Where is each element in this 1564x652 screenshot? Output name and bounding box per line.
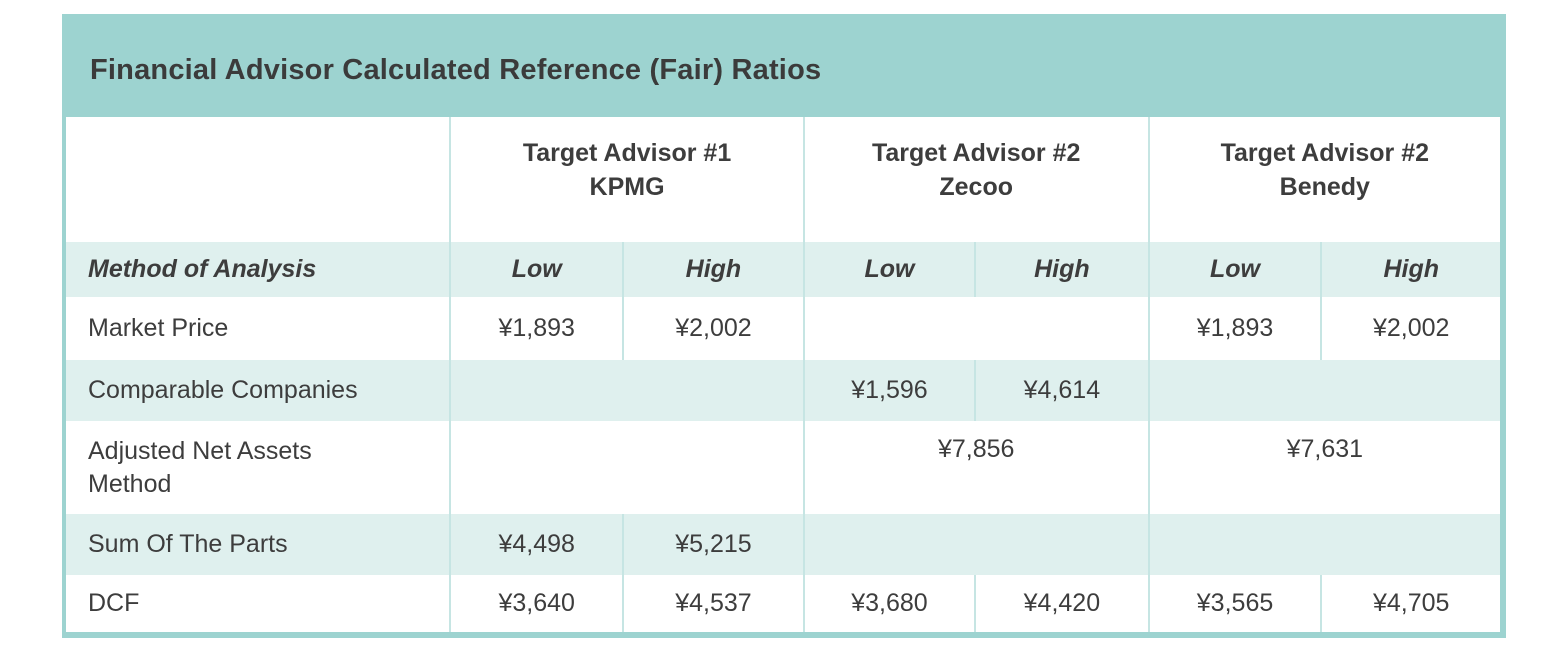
market-price-benedy-low: ¥1,893	[1148, 297, 1323, 360]
zecoo-low-header: Low	[803, 242, 977, 297]
dcf-kpmg-low: ¥3,640	[450, 575, 625, 632]
group-header-kpmg-line2: KPMG	[589, 172, 665, 201]
group-header-zecoo-line2: Zecoo	[939, 172, 1013, 201]
market-price-zecoo-empty	[803, 297, 1150, 360]
dcf-zecoo-high: ¥4,420	[975, 575, 1150, 632]
group-header-empty-cell	[66, 117, 452, 242]
table-row-comparable-companies: Comparable Companies ¥1,596 ¥4,614	[66, 360, 1500, 421]
sum-of-the-parts-kpmg-low: ¥4,498	[450, 514, 625, 575]
group-header-benedy: Target Advisor #2 Benedy	[1148, 117, 1500, 242]
dcf-benedy-low: ¥3,565	[1148, 575, 1323, 632]
group-header-kpmg: Target Advisor #1 KPMG	[450, 117, 805, 242]
comparable-companies-zecoo-high: ¥4,614	[975, 360, 1150, 421]
benedy-high-header: High	[1321, 242, 1500, 297]
row-label-market-price: Market Price	[66, 297, 452, 360]
method-of-analysis-header: Method of Analysis	[66, 242, 452, 297]
row-label-dcf: DCF	[66, 575, 452, 632]
fair-ratios-table: Target Advisor #1 KPMG Target Advisor #2…	[66, 117, 1500, 632]
table-title-band: Financial Advisor Calculated Reference (…	[66, 14, 1500, 117]
market-price-benedy-high: ¥2,002	[1321, 297, 1500, 360]
adjusted-net-assets-zecoo-value: ¥7,856	[803, 421, 1150, 514]
market-price-kpmg-low: ¥1,893	[450, 297, 625, 360]
comparable-companies-kpmg-empty	[450, 360, 805, 421]
row-label-adjusted-net-assets: Adjusted Net Assets Method	[66, 421, 452, 514]
benedy-low-header: Low	[1148, 242, 1323, 297]
dcf-kpmg-high: ¥4,537	[623, 575, 805, 632]
sum-of-the-parts-kpmg-high: ¥5,215	[623, 514, 805, 575]
group-header-zecoo: Target Advisor #2 Zecoo	[803, 117, 1150, 242]
group-header-zecoo-line1: Target Advisor #2	[871, 139, 1081, 167]
comparable-companies-zecoo-low: ¥1,596	[803, 360, 977, 421]
comparable-companies-benedy-empty	[1148, 360, 1500, 421]
group-header-benedy-line1: Target Advisor #2	[1220, 139, 1430, 167]
table-row-sum-of-the-parts: Sum Of The Parts ¥4,498 ¥5,215	[66, 514, 1500, 575]
low-high-subheader-row: Method of Analysis Low High Low High Low…	[66, 242, 1500, 297]
table-title: Financial Advisor Calculated Reference (…	[90, 54, 822, 86]
kpmg-high-header: High	[623, 242, 805, 297]
market-price-kpmg-high: ¥2,002	[623, 297, 805, 360]
row-label-comparable-companies: Comparable Companies	[66, 360, 452, 421]
zecoo-high-header: High	[975, 242, 1150, 297]
table-row-market-price: Market Price ¥1,893 ¥2,002 ¥1,893 ¥2,002	[66, 297, 1500, 360]
kpmg-low-header: Low	[450, 242, 625, 297]
group-header-benedy-line2: Benedy	[1279, 172, 1370, 201]
adjusted-net-assets-benedy-value: ¥7,631	[1148, 421, 1500, 514]
table-row-adjusted-net-assets: Adjusted Net Assets Method ¥7,856 ¥7,631	[66, 421, 1500, 514]
sum-of-the-parts-zecoo-empty	[803, 514, 1150, 575]
fair-ratios-table-container: Financial Advisor Calculated Reference (…	[62, 14, 1506, 638]
group-header-kpmg-line1: Target Advisor #1	[522, 139, 732, 167]
dcf-benedy-high: ¥4,705	[1321, 575, 1500, 632]
advisor-group-header-row: Target Advisor #1 KPMG Target Advisor #2…	[66, 117, 1500, 242]
adjusted-net-assets-kpmg-empty	[450, 421, 805, 514]
dcf-zecoo-low: ¥3,680	[803, 575, 977, 632]
row-label-sum-of-the-parts: Sum Of The Parts	[66, 514, 452, 575]
sum-of-the-parts-benedy-empty	[1148, 514, 1500, 575]
table-row-dcf: DCF ¥3,640 ¥4,537 ¥3,680 ¥4,420 ¥3,565 ¥…	[66, 575, 1500, 632]
